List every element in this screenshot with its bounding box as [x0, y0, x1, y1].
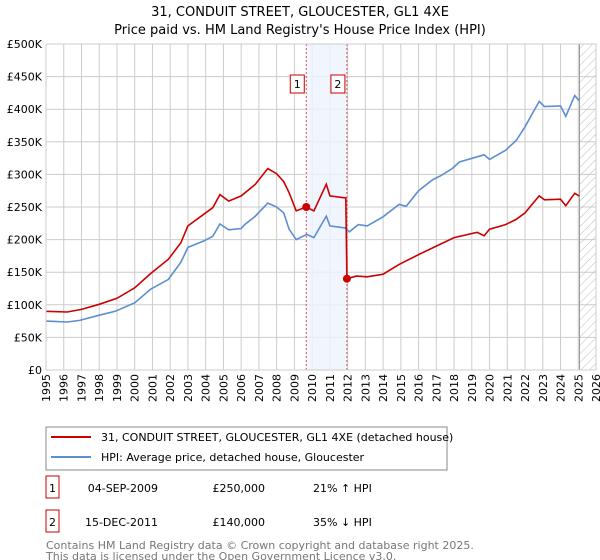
- forecast-hatch: [579, 43, 597, 371]
- legend-label-hpi: HPI: Average price, detached house, Glou…: [101, 451, 365, 464]
- x-tick-label: 2013: [359, 374, 372, 402]
- y-tick-label: £450K: [7, 71, 43, 84]
- highlight-band: [306, 44, 347, 370]
- y-tick-label: £400K: [7, 103, 43, 116]
- x-tick-label: 2009: [288, 374, 301, 402]
- x-tick-label: 2004: [200, 374, 213, 402]
- x-tick-label: 2020: [484, 374, 497, 402]
- plot-frame: [45, 43, 597, 371]
- sale-marker-badge: [289, 74, 305, 94]
- x-tick-label: 2014: [377, 374, 390, 402]
- transaction-badge: [45, 475, 60, 499]
- x-tick-label: 2005: [217, 374, 230, 402]
- x-tick-label: 1996: [58, 374, 71, 402]
- series-line: [45, 167, 580, 313]
- sale-marker-badge: [330, 74, 346, 94]
- transaction-num: 2: [49, 516, 56, 529]
- x-tick-label: 2024: [555, 374, 568, 402]
- chart-subtitle: Price paid vs. HM Land Registry's House …: [114, 23, 486, 38]
- transaction-row: 1 04-SEP-2009 £250,000 21% ↑ HPI: [45, 475, 372, 499]
- x-tick-label: 2011: [324, 374, 337, 402]
- x-tick-label: 2025: [572, 374, 585, 402]
- sale-marker-label: 1: [294, 78, 301, 91]
- x-tick-label: 2008: [271, 374, 284, 402]
- transaction-date: 15-DEC-2011: [85, 516, 158, 529]
- y-tick-label: £50K: [14, 331, 43, 344]
- x-tick-label: 2018: [448, 374, 461, 402]
- x-tick-label: 2026: [590, 374, 600, 402]
- y-tick-label: £100K: [7, 299, 43, 312]
- x-tick-label: 1997: [75, 374, 88, 402]
- y-tick-label: £200K: [7, 234, 43, 247]
- legend-label-property: 31, CONDUIT STREET, GLOUCESTER, GL1 4XE …: [101, 431, 453, 444]
- y-tick-label: £500K: [7, 38, 43, 51]
- transaction-badge: [45, 509, 60, 533]
- chart-title: 31, CONDUIT STREET, GLOUCESTER, GL1 4XE: [151, 5, 449, 20]
- x-tick-label: 2001: [146, 374, 159, 402]
- legend: [45, 426, 448, 471]
- sale-marker-label: 2: [334, 78, 341, 91]
- footer-licence: This data is licensed under the Open Gov…: [45, 550, 396, 560]
- transaction-date: 04-SEP-2009: [88, 482, 158, 495]
- x-tick-label: 2022: [519, 374, 532, 402]
- x-tick-label: 1999: [111, 374, 124, 402]
- sale-point: [342, 274, 351, 283]
- y-tick-label: £350K: [7, 136, 43, 149]
- transaction-price: £250,000: [213, 482, 266, 495]
- x-tick-label: 2000: [129, 374, 142, 402]
- x-tick-label: 2006: [235, 374, 248, 402]
- x-tick-label: 2019: [466, 374, 479, 402]
- footer-copyright: Contains HM Land Registry data © Crown c…: [46, 539, 474, 552]
- y-tick-label: £0: [28, 364, 42, 377]
- transaction-num: 1: [49, 482, 56, 495]
- x-tick-label: 2023: [537, 374, 550, 402]
- x-tick-label: 2021: [501, 374, 514, 402]
- x-tick-label: 2012: [342, 374, 355, 402]
- x-tick-label: 2017: [430, 374, 443, 402]
- x-tick-label: 2007: [253, 374, 266, 402]
- sale-point: [302, 203, 311, 211]
- y-tick-label: £300K: [7, 168, 43, 181]
- x-tick-label: 1998: [93, 374, 106, 402]
- transaction-row: 2 15-DEC-2011 £140,000 35% ↓ HPI: [45, 509, 372, 533]
- transaction-hpi: 35% ↓ HPI: [313, 516, 372, 529]
- x-tick-label: 1995: [40, 374, 53, 402]
- transaction-hpi: 21% ↑ HPI: [313, 482, 372, 495]
- x-tick-label: 2015: [395, 374, 408, 402]
- x-tick-label: 2002: [164, 374, 177, 402]
- x-tick-label: 2010: [306, 374, 319, 402]
- series-line: [45, 93, 580, 323]
- y-tick-label: £250K: [7, 201, 43, 214]
- y-tick-label: £150K: [7, 266, 43, 279]
- x-tick-label: 2003: [182, 374, 195, 402]
- transaction-price: £140,000: [213, 516, 266, 529]
- x-tick-label: 2016: [413, 374, 426, 402]
